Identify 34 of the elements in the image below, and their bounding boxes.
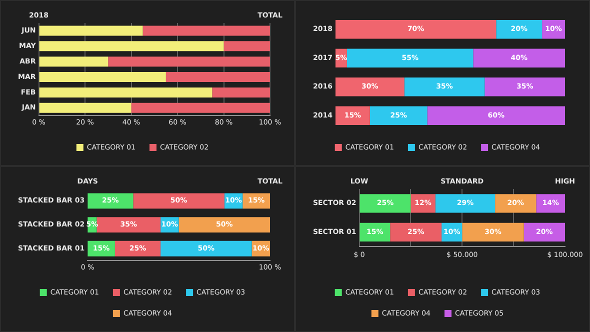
bar <box>88 193 134 209</box>
bar <box>524 222 565 242</box>
bar <box>462 222 524 242</box>
bar <box>108 56 270 67</box>
bar <box>335 106 370 125</box>
bar <box>435 194 496 213</box>
bar <box>427 106 565 125</box>
bar <box>166 72 270 82</box>
bar <box>495 194 536 213</box>
bar <box>404 78 485 96</box>
bar <box>131 102 270 113</box>
bar <box>114 240 161 256</box>
bar <box>39 72 166 82</box>
bar <box>335 20 496 39</box>
bar <box>360 194 411 213</box>
bar <box>142 26 270 36</box>
bar <box>39 56 108 67</box>
bar <box>224 41 270 52</box>
bar <box>96 217 161 233</box>
bar <box>473 48 565 68</box>
bar <box>39 102 132 113</box>
bar <box>178 217 270 233</box>
bar <box>346 48 474 68</box>
bar <box>484 78 565 96</box>
bar <box>39 26 143 36</box>
bar <box>133 193 224 209</box>
bar <box>496 20 542 39</box>
bar <box>39 87 212 98</box>
bar <box>39 41 224 52</box>
bar <box>370 106 428 125</box>
bar <box>212 87 270 98</box>
bar <box>390 222 442 242</box>
bar <box>335 78 404 96</box>
bar <box>160 240 252 256</box>
